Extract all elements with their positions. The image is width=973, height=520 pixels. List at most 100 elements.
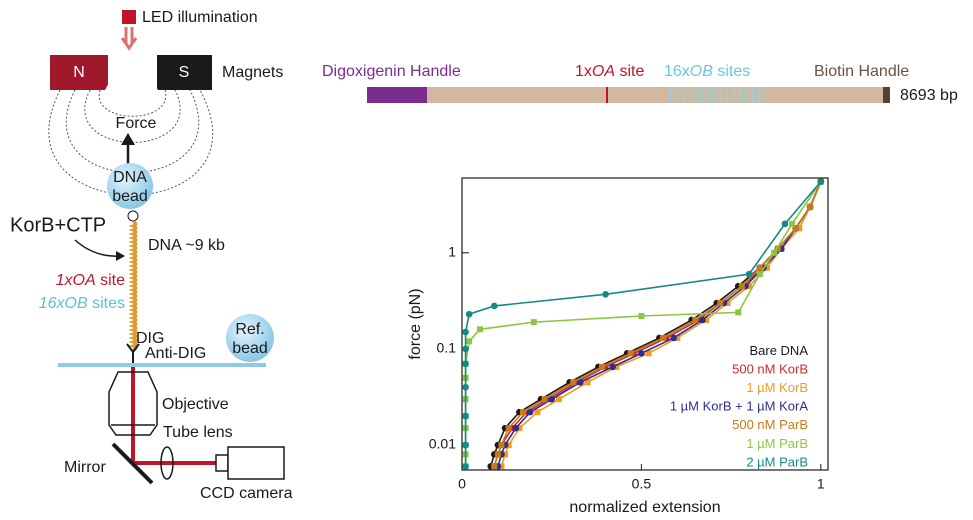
data-point	[577, 378, 584, 386]
ob-site	[745, 87, 748, 103]
ob-site	[688, 87, 691, 103]
data-point	[465, 310, 473, 318]
magnets-label: Magnets	[222, 64, 283, 81]
oa-label: 1xOA site	[56, 272, 125, 289]
ob-site	[676, 87, 678, 103]
ref-bead-label: Ref. bead	[232, 321, 268, 357]
ob-map-label: 16xOB sites	[664, 63, 750, 80]
dna-strand	[128, 220, 138, 352]
biotin-handle	[883, 87, 890, 103]
dig-handle	[367, 87, 427, 103]
data-point	[627, 350, 634, 357]
data-point	[570, 379, 577, 386]
data-point	[796, 225, 803, 232]
data-point	[520, 409, 526, 416]
data-point	[462, 412, 469, 420]
ob-site	[720, 87, 722, 103]
ob-label: 16xOB sites	[39, 295, 125, 312]
y-tick-label: 0.01	[429, 436, 456, 452]
data-point	[526, 408, 534, 416]
data-point	[692, 316, 699, 323]
ob-site	[751, 87, 754, 103]
x-axis-label: normalized extension	[569, 499, 720, 516]
ob-site	[733, 87, 735, 103]
data-point	[756, 271, 763, 278]
y-tick-label: 1	[448, 244, 456, 260]
legend-entry: 500 nM ParB	[732, 417, 808, 432]
ob-site	[739, 87, 741, 103]
legend-entry: 2 µM ParB	[746, 454, 808, 469]
chart: 0 0.5 1 0.01 0.1 1 normalized extension force (…	[407, 177, 829, 516]
data-point	[462, 441, 469, 449]
tube-lens-label: Tube lens	[163, 424, 233, 441]
ob-site	[758, 87, 760, 103]
legend-entry: 1 µM ParB	[746, 436, 808, 451]
data-point	[738, 283, 745, 290]
korb-arrow	[74, 239, 123, 257]
korb-label: KorB+CTP	[10, 214, 106, 236]
data-point	[530, 319, 537, 326]
dna-bead-label: DNA bead	[112, 169, 148, 205]
data-point	[491, 463, 498, 470]
data-point	[602, 291, 609, 298]
legend-entry: Bare DNA	[749, 343, 808, 358]
data-point	[745, 270, 753, 278]
data-point	[490, 302, 498, 310]
oa-map-label: 1xOA site	[575, 63, 644, 80]
data-point	[663, 334, 670, 341]
x-tick-label: 1	[817, 476, 825, 492]
data-point	[764, 264, 770, 271]
dna-length-label: DNA ~9 kb	[148, 237, 225, 254]
data-point	[756, 264, 763, 271]
data-point	[659, 334, 666, 341]
ob-site	[707, 87, 710, 103]
data-point	[476, 326, 483, 333]
legend-entry: 1 µM KorB + 1 µM KorA	[670, 399, 808, 414]
length-label: 8693 bp	[900, 87, 958, 104]
data-point	[674, 334, 681, 341]
data-point	[789, 220, 796, 227]
data-point	[735, 309, 742, 316]
dig-label: DIG	[136, 330, 164, 347]
data-point	[505, 442, 512, 449]
tube-lens	[160, 446, 174, 480]
data-point	[598, 363, 605, 370]
data-point	[807, 203, 814, 210]
plot-frame	[461, 177, 829, 471]
dna-bar	[367, 87, 890, 103]
anti-dig	[126, 343, 140, 363]
ob-site	[701, 87, 703, 103]
data-point	[638, 350, 645, 357]
camera-lens	[215, 454, 229, 472]
data-point	[703, 316, 709, 323]
data-point	[670, 334, 678, 342]
data-point	[498, 442, 505, 449]
data-point	[609, 363, 617, 371]
ob-site	[695, 87, 697, 103]
data-point	[502, 451, 509, 458]
data-point	[466, 338, 473, 345]
data-point	[516, 425, 523, 432]
data-point	[462, 360, 469, 368]
data-point	[548, 395, 556, 403]
dig-handle-label: Digoxigenin Handle	[322, 63, 461, 80]
x-tick-label: 0.5	[632, 476, 652, 492]
camera	[227, 446, 285, 480]
data-point	[781, 220, 789, 228]
ref-bead	[226, 314, 274, 362]
led	[122, 10, 136, 24]
data-point	[638, 313, 645, 320]
data-point	[699, 316, 706, 324]
magnet-s	[157, 55, 212, 90]
mirror-label: Mirror	[64, 459, 106, 476]
y-tick-label: 0.1	[437, 340, 457, 356]
data-point	[613, 363, 620, 370]
setup-diagram: LED illumination N S Magnets Force DNA be…	[10, 9, 293, 502]
ob-site	[726, 87, 729, 103]
data-point	[771, 249, 778, 256]
data-point	[541, 396, 548, 403]
dna-map: Digoxigenin Handle 1xOA site 16xOB sites…	[322, 63, 958, 104]
data-point	[494, 451, 501, 458]
biotin	[127, 210, 139, 222]
